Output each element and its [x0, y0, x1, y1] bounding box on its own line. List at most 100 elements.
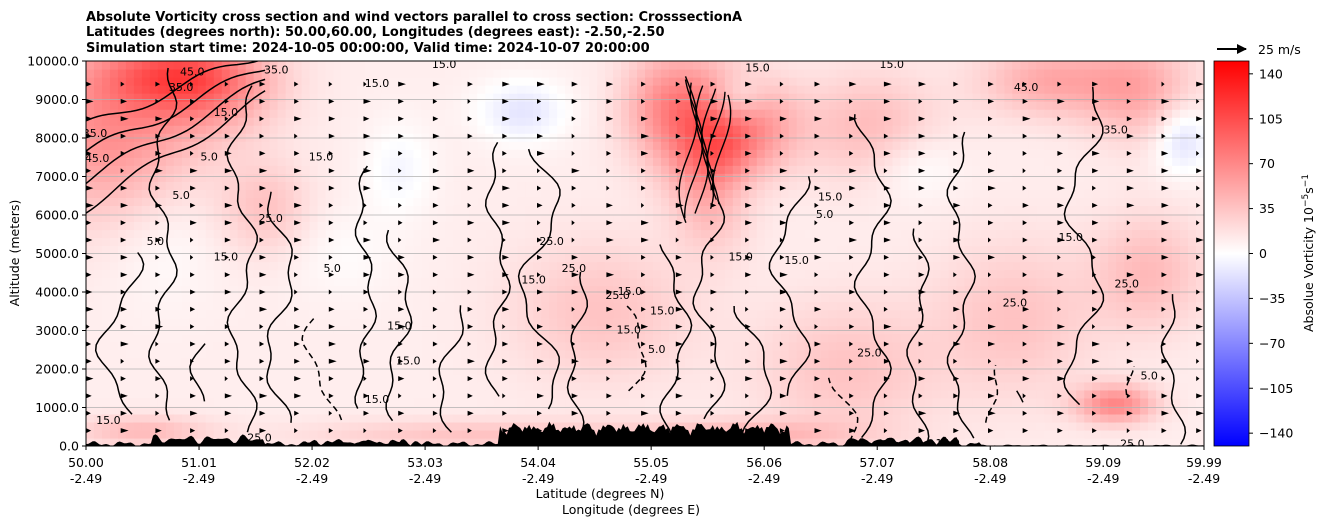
- vorticity-cell: [405, 261, 415, 271]
- vorticity-cell: [660, 269, 670, 279]
- vorticity-cell: [165, 253, 175, 263]
- vorticity-cell: [165, 117, 175, 126]
- vorticity-cell: [437, 437, 446, 446]
- vorticity-cell: [708, 293, 718, 303]
- vorticity-cell: [333, 349, 343, 359]
- vorticity-cell: [429, 245, 438, 255]
- vorticity-cell: [493, 397, 502, 407]
- vorticity-cell: [245, 373, 255, 383]
- vorticity-cell: [748, 341, 758, 351]
- vorticity-cell: [229, 357, 239, 367]
- vorticity-cell: [301, 293, 311, 303]
- vorticity-cell: [908, 93, 918, 102]
- vorticity-cell: [229, 237, 239, 247]
- vorticity-cell: [357, 125, 367, 134]
- vorticity-cell: [549, 141, 558, 150]
- vorticity-cell: [173, 261, 183, 271]
- vorticity-cell: [501, 421, 510, 431]
- vorticity-cell: [732, 61, 742, 70]
- vorticity-cell: [397, 285, 407, 295]
- vorticity-cell: [357, 157, 367, 166]
- vorticity-cell: [93, 253, 103, 263]
- vorticity-cell: [780, 389, 790, 399]
- vorticity-cell: [621, 149, 630, 158]
- vorticity-cell: [245, 109, 255, 118]
- vorticity-cell: [637, 197, 646, 206]
- vorticity-cell: [589, 237, 598, 247]
- vorticity-cell: [509, 213, 518, 223]
- vorticity-cell: [908, 149, 918, 158]
- vorticity-cell: [652, 349, 662, 359]
- vorticity-cell: [381, 389, 391, 399]
- vorticity-cell: [285, 245, 295, 255]
- vorticity-cell: [213, 317, 223, 327]
- vorticity-cell: [876, 357, 886, 367]
- vorticity-cell: [645, 93, 654, 102]
- vorticity-cell: [573, 213, 582, 223]
- vorticity-cell: [253, 277, 263, 287]
- vorticity-cell: [213, 237, 223, 247]
- vorticity-cell: [437, 389, 446, 399]
- vorticity-cell: [645, 173, 654, 182]
- vorticity-cell: [668, 277, 678, 287]
- vorticity-cell: [253, 125, 263, 134]
- vorticity-cell: [189, 197, 199, 206]
- vorticity-cell: [237, 325, 247, 335]
- vorticity-cell: [253, 189, 263, 198]
- vorticity-cell: [533, 141, 542, 150]
- vorticity-cell: [93, 69, 103, 78]
- vorticity-cell: [541, 253, 550, 263]
- vorticity-cell: [485, 421, 494, 431]
- vorticity-cell: [684, 189, 694, 198]
- vorticity-cell: [165, 173, 175, 182]
- vorticity-cell: [852, 61, 862, 70]
- vorticity-cell: [708, 133, 718, 142]
- vorticity-cell: [908, 349, 918, 359]
- vorticity-cell: [796, 189, 806, 198]
- vorticity-cell: [557, 349, 566, 359]
- vorticity-cell: [429, 421, 438, 431]
- vorticity-cell: [86, 261, 95, 271]
- vorticity-cell: [684, 309, 694, 319]
- vorticity-cell: [381, 93, 391, 102]
- vorticity-cell: [86, 397, 95, 407]
- vorticity-cell: [357, 285, 367, 295]
- vorticity-cell: [613, 149, 622, 158]
- vorticity-cell: [780, 277, 790, 287]
- vorticity-cell: [149, 253, 159, 263]
- vorticity-cell: [125, 293, 135, 303]
- vorticity-cell: [764, 85, 774, 94]
- vorticity-cell: [589, 293, 598, 303]
- vorticity-cell: [525, 157, 534, 166]
- vorticity-cell: [261, 429, 271, 439]
- vorticity-cell: [780, 165, 790, 174]
- vorticity-cell: [605, 133, 614, 142]
- vorticity-cell: [549, 117, 558, 126]
- vorticity-cell: [892, 173, 902, 182]
- vorticity-cell: [804, 253, 814, 263]
- vorticity-cell: [509, 141, 518, 150]
- vorticity-cell: [317, 205, 327, 214]
- vorticity-cell: [189, 125, 199, 134]
- vorticity-cell: [756, 125, 766, 134]
- vorticity-cell: [477, 149, 486, 158]
- vorticity-cell: [325, 141, 335, 150]
- vorticity-cell: [828, 341, 838, 351]
- vorticity-cell: [293, 365, 303, 375]
- vorticity-cell: [277, 341, 287, 351]
- vorticity-cell: [836, 341, 846, 351]
- vorticity-cell: [493, 93, 502, 102]
- vorticity-cell: [237, 197, 247, 206]
- title-line-2: Latitudes (degrees north): 50.00,60.00, …: [86, 25, 665, 40]
- vorticity-cell: [676, 85, 686, 94]
- vorticity-cell: [317, 181, 327, 190]
- vorticity-cell: [541, 325, 550, 335]
- vorticity-cell: [493, 381, 502, 391]
- vorticity-cell: [133, 317, 143, 327]
- vorticity-cell: [796, 421, 806, 431]
- vorticity-cell: [692, 405, 702, 415]
- vorticity-cell: [804, 277, 814, 287]
- vorticity-cell: [525, 413, 534, 423]
- vorticity-cell: [868, 261, 878, 271]
- vorticity-cell: [884, 197, 894, 206]
